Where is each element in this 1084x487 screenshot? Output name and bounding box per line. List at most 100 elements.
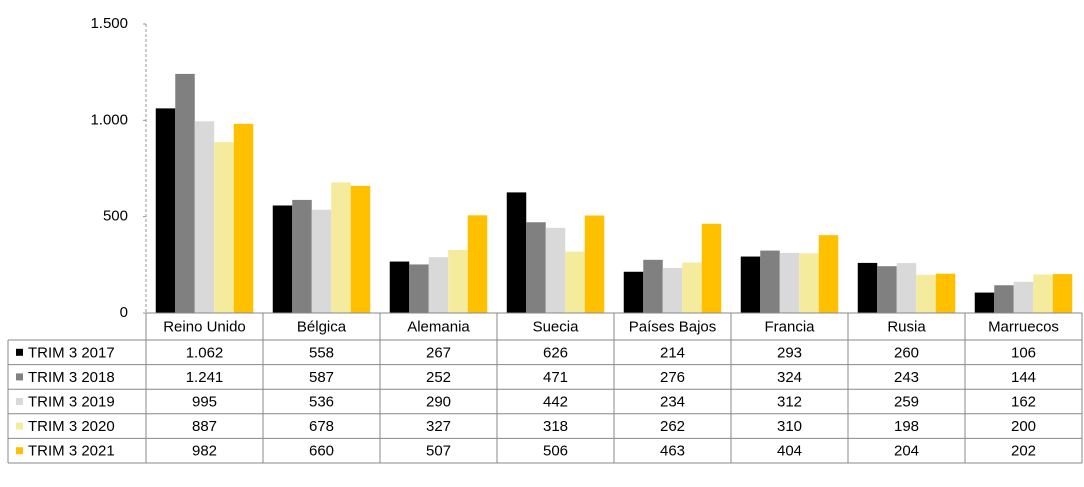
table-cell: 506	[543, 443, 568, 460]
table-cell: 327	[426, 418, 451, 435]
bar	[409, 264, 429, 313]
bar	[233, 123, 254, 313]
table-cell: 276	[660, 369, 685, 386]
table-cell: 887	[192, 418, 217, 435]
bar	[292, 199, 312, 313]
table-cell: 995	[192, 393, 217, 410]
table-cell: 293	[777, 344, 802, 361]
bar	[350, 185, 371, 313]
bar	[272, 205, 293, 313]
y-tick-label: 500	[103, 208, 128, 225]
table-cell: 324	[777, 369, 802, 386]
x-tick-label: Francia	[764, 318, 815, 335]
x-tick-label: Bélgica	[297, 318, 347, 335]
y-tick-label: 1.500	[90, 15, 128, 32]
bar	[1033, 274, 1053, 313]
table-cell: 214	[660, 344, 685, 361]
table-cell: 507	[426, 443, 451, 460]
bar	[175, 73, 195, 313]
bar	[682, 262, 702, 313]
x-tick-label: Países Bajos	[629, 318, 717, 335]
table-cell: 290	[426, 393, 451, 410]
table-cell: 243	[894, 369, 919, 386]
x-tick-label: Reino Unido	[163, 318, 246, 335]
bar	[994, 285, 1014, 313]
legend-label: TRIM 3 2017	[28, 344, 115, 361]
table-cell: 1.062	[186, 344, 224, 361]
bar	[799, 253, 819, 313]
legend-swatch	[16, 348, 23, 356]
bar	[506, 192, 527, 313]
bar	[1052, 274, 1073, 313]
y-tick-label: 0	[120, 304, 128, 321]
bar	[916, 274, 936, 313]
table-cell: 463	[660, 443, 685, 460]
bar	[1013, 281, 1034, 313]
bar	[896, 263, 917, 313]
table-cell: 204	[894, 443, 919, 460]
table-cell: 536	[309, 393, 334, 410]
bar	[877, 266, 897, 313]
bar	[818, 235, 839, 313]
bar	[779, 252, 800, 313]
table-cell: 106	[1011, 344, 1036, 361]
legend-label: TRIM 3 2020	[28, 418, 115, 435]
table-cell: 442	[543, 393, 568, 410]
table-cell: 660	[309, 443, 334, 460]
table-cell: 312	[777, 393, 802, 410]
table-cell: 202	[1011, 443, 1036, 460]
legend-label: TRIM 3 2019	[28, 393, 115, 410]
x-tick-label: Alemania	[407, 318, 470, 335]
y-tick-label: 1.000	[90, 111, 128, 128]
table-cell: 162	[1011, 393, 1036, 410]
bar	[526, 222, 546, 313]
table-cell: 262	[660, 418, 685, 435]
legend-label: TRIM 3 2018	[28, 369, 115, 386]
table-cell: 558	[309, 344, 334, 361]
table-cell: 626	[543, 344, 568, 361]
bar	[584, 215, 605, 313]
bar	[311, 209, 332, 313]
bar	[662, 267, 683, 313]
table-cell: 982	[192, 443, 217, 460]
bar	[448, 249, 468, 313]
bar	[155, 108, 176, 313]
table-cell: 587	[309, 369, 334, 386]
bar	[623, 271, 644, 313]
bar	[701, 223, 722, 313]
bar	[857, 262, 878, 313]
table-cell: 267	[426, 344, 451, 361]
x-tick-label: Rusia	[887, 318, 926, 335]
legend-label: TRIM 3 2021	[28, 443, 115, 460]
bar	[545, 227, 566, 313]
table-cell: 310	[777, 418, 802, 435]
table-cell: 404	[777, 443, 802, 460]
table-cell: 144	[1011, 369, 1036, 386]
bar	[935, 273, 956, 313]
bar	[740, 256, 761, 313]
table-cell: 198	[894, 418, 919, 435]
table-cell: 471	[543, 369, 568, 386]
legend-swatch	[16, 373, 23, 381]
table-cell: 1.241	[186, 369, 224, 386]
table-cell: 260	[894, 344, 919, 361]
bar	[643, 259, 663, 313]
bar	[760, 250, 780, 313]
legend-swatch	[16, 422, 23, 430]
bar	[428, 257, 449, 313]
bar	[974, 292, 995, 313]
table-cell: 200	[1011, 418, 1036, 435]
bar	[565, 251, 585, 313]
legend-swatch	[16, 398, 23, 405]
bar	[389, 261, 410, 313]
table-cell: 252	[426, 369, 451, 386]
x-tick-label: Marruecos	[988, 318, 1059, 335]
legend-swatch	[16, 447, 23, 455]
table-cell: 234	[660, 393, 685, 410]
bar	[194, 121, 215, 314]
table-cell: 318	[543, 418, 568, 435]
x-tick-label: Suecia	[533, 318, 580, 335]
bar	[467, 215, 488, 313]
bar	[331, 182, 351, 313]
